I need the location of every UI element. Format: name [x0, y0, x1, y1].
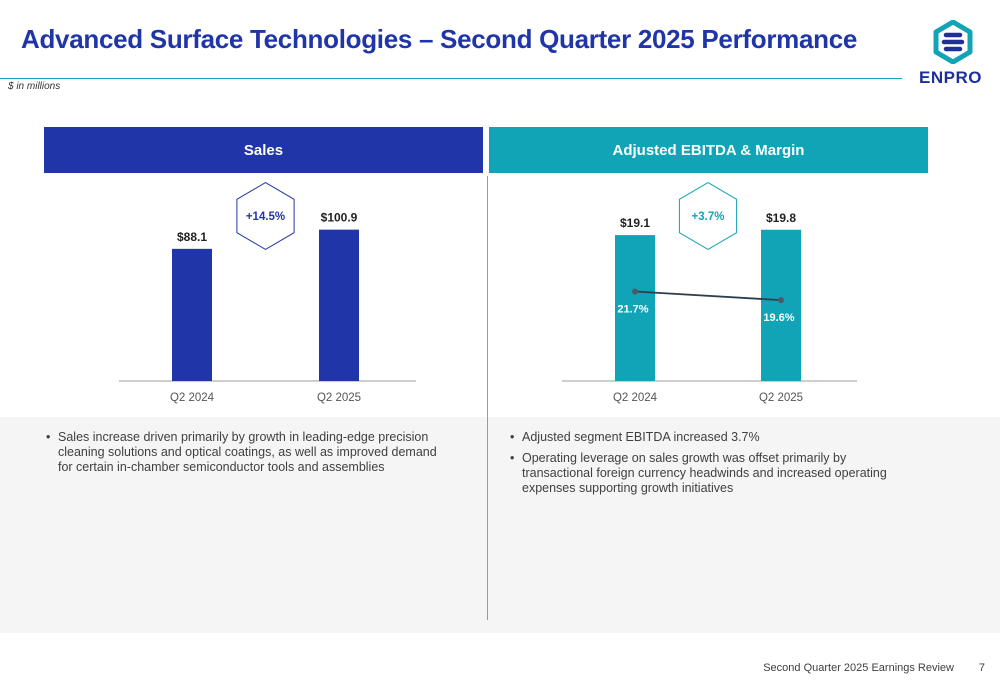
margin-label: 19.6% — [763, 312, 794, 324]
sales-bullet: Sales increase driven primarily by growt… — [44, 430, 454, 475]
change-badge-label: +14.5% — [246, 211, 285, 223]
x-tick-label: Q2 2024 — [170, 392, 215, 404]
bar-value-label: $88.1 — [177, 230, 207, 244]
change-badge — [678, 182, 738, 250]
margin-label: 21.7% — [617, 303, 648, 315]
sales-commentary-list: Sales increase driven primarily by growt… — [44, 430, 454, 481]
company-logo: ENPRO — [915, 20, 993, 88]
ebitda-commentary-list: Adjusted segment EBITDA increased 3.7% Op… — [508, 430, 913, 502]
bar — [172, 248, 212, 381]
ebitda-bar-chart: $19.1 Q2 2024 $19.8 Q2 2025 +3.7% 21.7% 19.6% — [562, 182, 857, 404]
ebitda-panel-header: Adjusted EBITDA & Margin — [489, 127, 928, 173]
margin-point — [778, 297, 784, 304]
ebitda-bullet: Operating leverage on sales growth was o… — [508, 451, 913, 496]
bar — [615, 235, 655, 381]
margin-line — [634, 290, 782, 302]
enpro-logo-icon — [933, 20, 973, 64]
units-note: $ in millions — [8, 81, 61, 92]
change-badge — [236, 182, 295, 250]
sales-panel-header: Sales — [44, 127, 483, 173]
page-title: Advanced Surface Technologies – Second Q… — [21, 24, 858, 54]
x-tick-label: Q2 2025 — [759, 392, 803, 404]
x-tick-label: Q2 2024 — [613, 392, 658, 404]
bar-value-label: $19.8 — [766, 211, 796, 225]
page-number: 7 — [978, 662, 985, 674]
margin-point — [632, 288, 638, 295]
panel-divider — [487, 176, 488, 620]
bar-value-label: $100.9 — [321, 211, 358, 225]
bar — [761, 229, 801, 381]
logo-wordmark: ENPRO — [919, 68, 982, 87]
bar-value-label: $19.1 — [620, 216, 650, 230]
footer-report-name: Second Quarter 2025 Earnings Review — [763, 662, 954, 674]
x-tick-label: Q2 2025 — [317, 392, 361, 404]
change-badge-label: +3.7% — [692, 211, 725, 223]
sales-bar-chart: $88.1 Q2 2024 $100.9 Q2 2025 +14.5% — [119, 182, 416, 404]
title-divider — [0, 78, 902, 79]
ebitda-bullet: Adjusted segment EBITDA increased 3.7% — [508, 430, 913, 445]
bar — [319, 229, 359, 381]
